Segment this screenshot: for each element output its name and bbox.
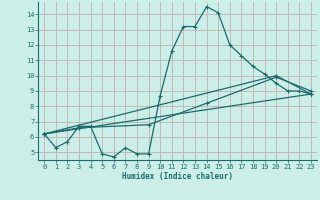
X-axis label: Humidex (Indice chaleur): Humidex (Indice chaleur): [122, 172, 233, 181]
